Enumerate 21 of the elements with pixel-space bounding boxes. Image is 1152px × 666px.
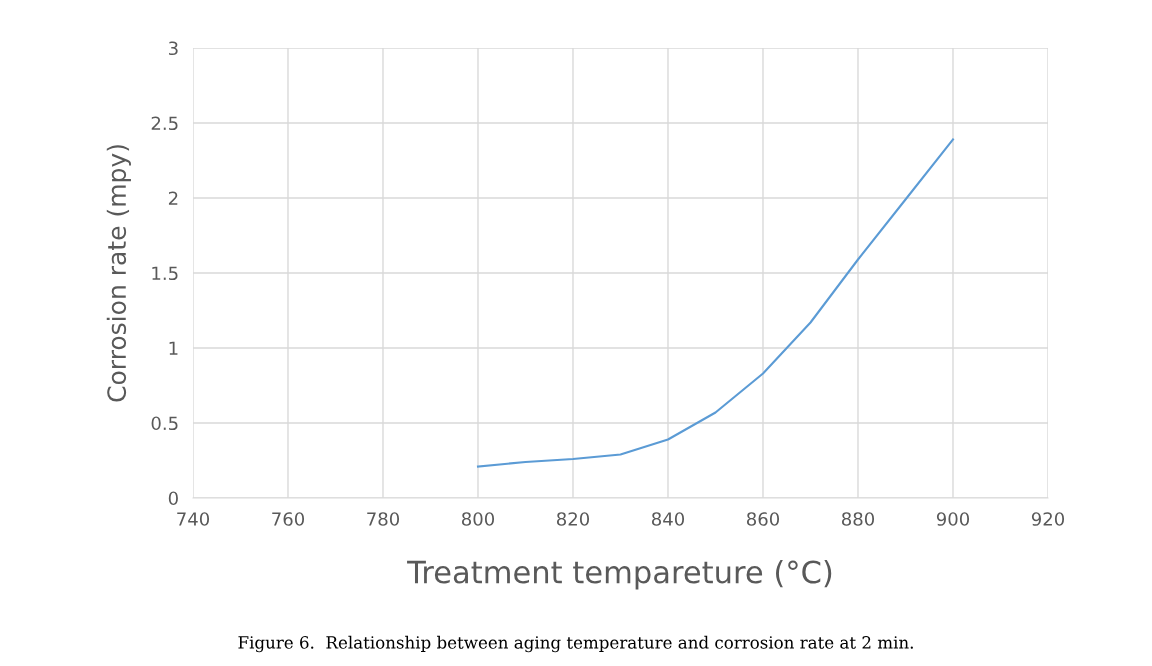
x-tick-label: 820 xyxy=(556,512,590,526)
x-tick-label: 880 xyxy=(841,512,875,526)
x-tick-label: 920 xyxy=(1031,512,1065,526)
y-tick-label: 3 xyxy=(169,41,178,56)
y-tick-label: 2.5 xyxy=(151,116,178,131)
y-tick-label: 0 xyxy=(168,491,178,506)
x-axis-title: Treatment tempareture (°C) xyxy=(407,559,832,590)
x-tick-label: 800 xyxy=(461,512,495,526)
y-axis-title: Corrosion rate (mpy) xyxy=(106,145,131,402)
x-tick-label: 760 xyxy=(272,512,305,526)
caption: Figure 6. Relationship between aging temperature and corrosion rate at 2 min. xyxy=(238,635,913,653)
line-series xyxy=(476,138,955,468)
y-tick-label: 1 xyxy=(169,341,178,355)
x-tick-label: 860 xyxy=(746,512,780,526)
y-tick-label: 2 xyxy=(168,191,178,205)
x-tick-label: 840 xyxy=(651,512,685,526)
y-tick-label: 0.5 xyxy=(151,416,178,431)
x-tick-label: 780 xyxy=(367,512,400,526)
y-tick-label: 1.5 xyxy=(152,266,178,281)
x-tick-label: 900 xyxy=(936,512,970,526)
x-tick-label: 740 xyxy=(177,512,210,526)
